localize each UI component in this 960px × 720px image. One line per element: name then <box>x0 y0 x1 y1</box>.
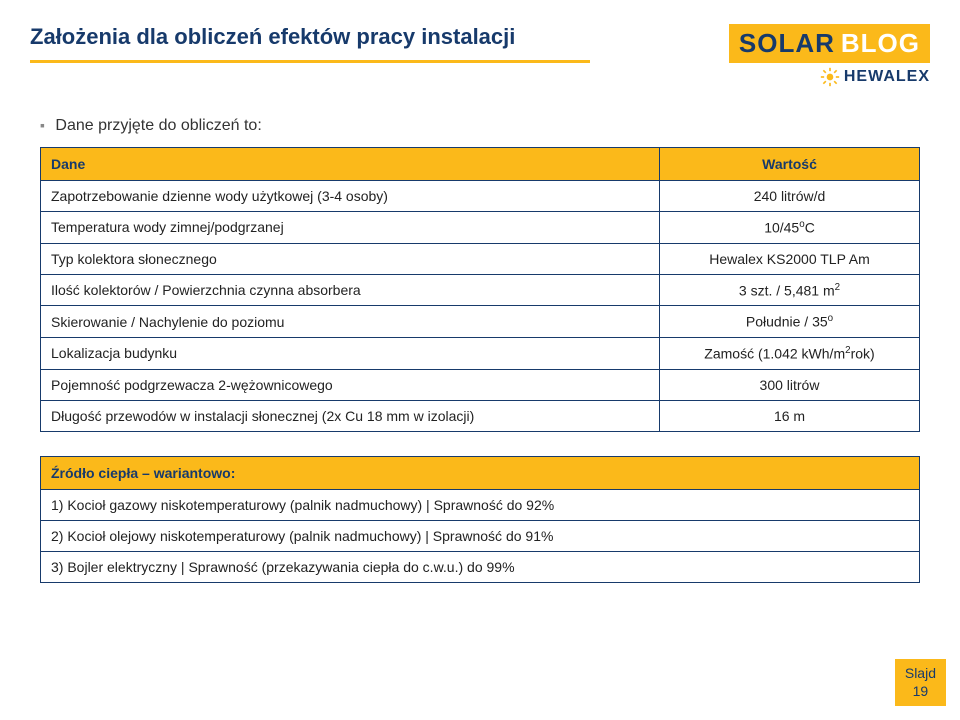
logo-blog-text: BLOG <box>841 28 920 59</box>
table-cell-label: Pojemność podgrzewacza 2-wężownicowego <box>41 369 660 400</box>
variant-header: Źródło ciepła – wariantowo: <box>41 456 920 489</box>
page-title: Założenia dla obliczeń efektów pracy ins… <box>30 24 620 50</box>
table-row: Skierowanie / Nachylenie do poziomuPołud… <box>41 306 920 338</box>
footer-number: 19 <box>905 683 936 701</box>
intro-line: ▪ Dane przyjęte do obliczeń to: <box>40 117 920 135</box>
hewalex-text: HEWALEX <box>844 68 930 86</box>
header: Założenia dla obliczeń efektów pracy ins… <box>0 0 960 87</box>
table-row: 3) Bojler elektryczny | Sprawność (przek… <box>41 551 920 582</box>
table-row: Typ kolektora słonecznegoHewalex KS2000 … <box>41 243 920 274</box>
table-cell-value: Hewalex KS2000 TLP Am <box>660 243 920 274</box>
table-cell-label: Ilość kolektorów / Powierzchnia czynna a… <box>41 274 660 306</box>
sun-icon <box>820 67 840 87</box>
table-cell-value: Zamość (1.042 kWh/m2rok) <box>660 337 920 369</box>
title-block: Założenia dla obliczeń efektów pracy ins… <box>30 24 620 63</box>
hewalex-logo: HEWALEX <box>820 67 930 87</box>
table-row: Długość przewodów w instalacji słoneczne… <box>41 400 920 431</box>
table-row: Temperatura wody zimnej/podgrzanej10/45o… <box>41 212 920 244</box>
table-row: Zapotrzebowanie dzienne wody użytkowej (… <box>41 181 920 212</box>
table-cell-label: Typ kolektora słonecznego <box>41 243 660 274</box>
table-row: 1) Kocioł gazowy niskotemperaturowy (pal… <box>41 489 920 520</box>
table-row: Pojemność podgrzewacza 2-wężownicowego30… <box>41 369 920 400</box>
variant-table: Źródło ciepła – wariantowo: 1) Kocioł ga… <box>40 456 920 583</box>
table-cell-value: Południe / 35o <box>660 306 920 338</box>
table-cell-label: Zapotrzebowanie dzienne wody użytkowej (… <box>41 181 660 212</box>
logo-block: SOLAR BLOG <box>620 24 930 87</box>
solar-blog-logo: SOLAR BLOG <box>729 24 930 63</box>
table-row: 2) Kocioł olejowy niskotemperaturowy (pa… <box>41 520 920 551</box>
table-cell-label: Długość przewodów w instalacji słoneczne… <box>41 400 660 431</box>
table-header-c2: Wartość <box>660 148 920 181</box>
slide-footer: Slajd 19 <box>895 659 946 706</box>
table-cell-value: 10/45oC <box>660 212 920 244</box>
intro-text: Dane przyjęte do obliczeń to: <box>55 117 261 134</box>
table-cell-value: 16 m <box>660 400 920 431</box>
table-cell-value: 3 szt. / 5,481 m2 <box>660 274 920 306</box>
table-cell-value: 240 litrów/d <box>660 181 920 212</box>
variant-cell: 3) Bojler elektryczny | Sprawność (przek… <box>41 551 920 582</box>
table-cell-value: 300 litrów <box>660 369 920 400</box>
bullet-icon: ▪ <box>40 117 45 133</box>
footer-label: Slajd <box>905 665 936 683</box>
logo-solar-text: SOLAR <box>739 28 835 59</box>
variant-cell: 2) Kocioł olejowy niskotemperaturowy (pa… <box>41 520 920 551</box>
variant-cell: 1) Kocioł gazowy niskotemperaturowy (pal… <box>41 489 920 520</box>
table-cell-label: Skierowanie / Nachylenie do poziomu <box>41 306 660 338</box>
table-cell-label: Lokalizacja budynku <box>41 337 660 369</box>
table-row: Ilość kolektorów / Powierzchnia czynna a… <box>41 274 920 306</box>
table-header-c1: Dane <box>41 148 660 181</box>
data-table: Dane Wartość Zapotrzebowanie dzienne wod… <box>40 147 920 432</box>
title-underline <box>30 60 590 63</box>
table-row: Lokalizacja budynkuZamość (1.042 kWh/m2r… <box>41 337 920 369</box>
table-cell-label: Temperatura wody zimnej/podgrzanej <box>41 212 660 244</box>
